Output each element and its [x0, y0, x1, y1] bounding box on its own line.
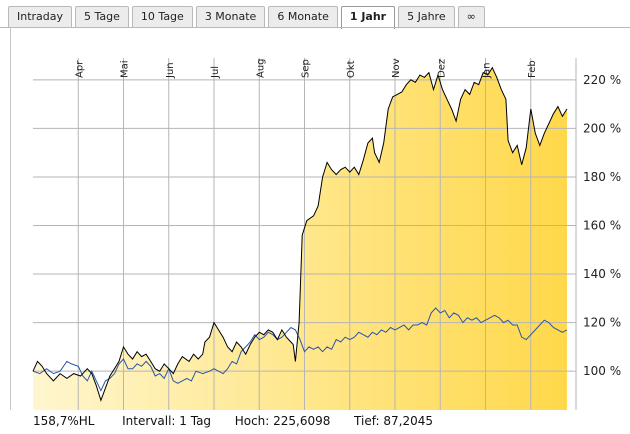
tab-6[interactable]: 5 Jahre — [398, 6, 455, 28]
x-tick-label: Feb — [527, 60, 538, 78]
tab-2[interactable]: 10 Tage — [131, 6, 193, 28]
tab-5[interactable]: 1 Jahr — [340, 6, 396, 29]
y-tick-label: 120 % — [583, 316, 621, 330]
tab-divider — [0, 27, 630, 28]
tab-4[interactable]: 6 Monate — [268, 6, 338, 28]
x-tick-label: Sep — [301, 59, 312, 78]
low-value: Tief: 87,2045 — [354, 414, 434, 428]
y-tick-label: 220 % — [583, 73, 621, 87]
y-tick-label: 140 % — [583, 267, 621, 281]
main-price-line — [32, 66, 568, 402]
y-tick-label: 180 % — [583, 170, 621, 184]
benchmark-line — [32, 307, 568, 392]
tab-7[interactable]: ∞ — [457, 6, 485, 28]
x-tick-label: Nov — [391, 58, 402, 78]
x-tick-label: Jun — [165, 62, 176, 79]
x-tick-label: Jan — [482, 63, 493, 79]
price-chart: .comdirect100 %120 %140 %160 %180 %200 %… — [32, 58, 621, 410]
chart-footer: 158,7%HL Intervall: 1 Tag Hoch: 225,6098… — [33, 414, 433, 428]
x-tick-label: Jul — [210, 66, 221, 79]
y-tick-label: 100 % — [583, 364, 621, 378]
x-tick-label: Apr — [74, 60, 85, 78]
interval-label: Intervall: 1 Tag — [122, 414, 212, 428]
period-tabs: Intraday 5 Tage 10 Tage 3 Monate 6 Monate 1 J… — [8, 6, 488, 29]
chart-area: .comdirect100 %120 %140 %160 %180 %200 %… — [10, 28, 629, 410]
x-tick-label: Okt — [346, 60, 357, 78]
x-tick-label: Aug — [255, 58, 266, 78]
tab-3[interactable]: 3 Monate — [195, 6, 266, 28]
y-tick-label: 200 % — [583, 121, 621, 135]
x-tick-label: Mai — [120, 60, 131, 78]
tab-1[interactable]: 5 Tage — [75, 6, 129, 28]
main-area-fill — [33, 67, 567, 410]
high-value: Hoch: 225,6098 — [234, 414, 331, 428]
x-tick-label: Dez — [436, 59, 447, 78]
performance-value: 158,7%HL — [33, 414, 95, 428]
tab-0[interactable]: Intraday — [8, 6, 73, 28]
y-tick-label: 160 % — [583, 219, 621, 233]
